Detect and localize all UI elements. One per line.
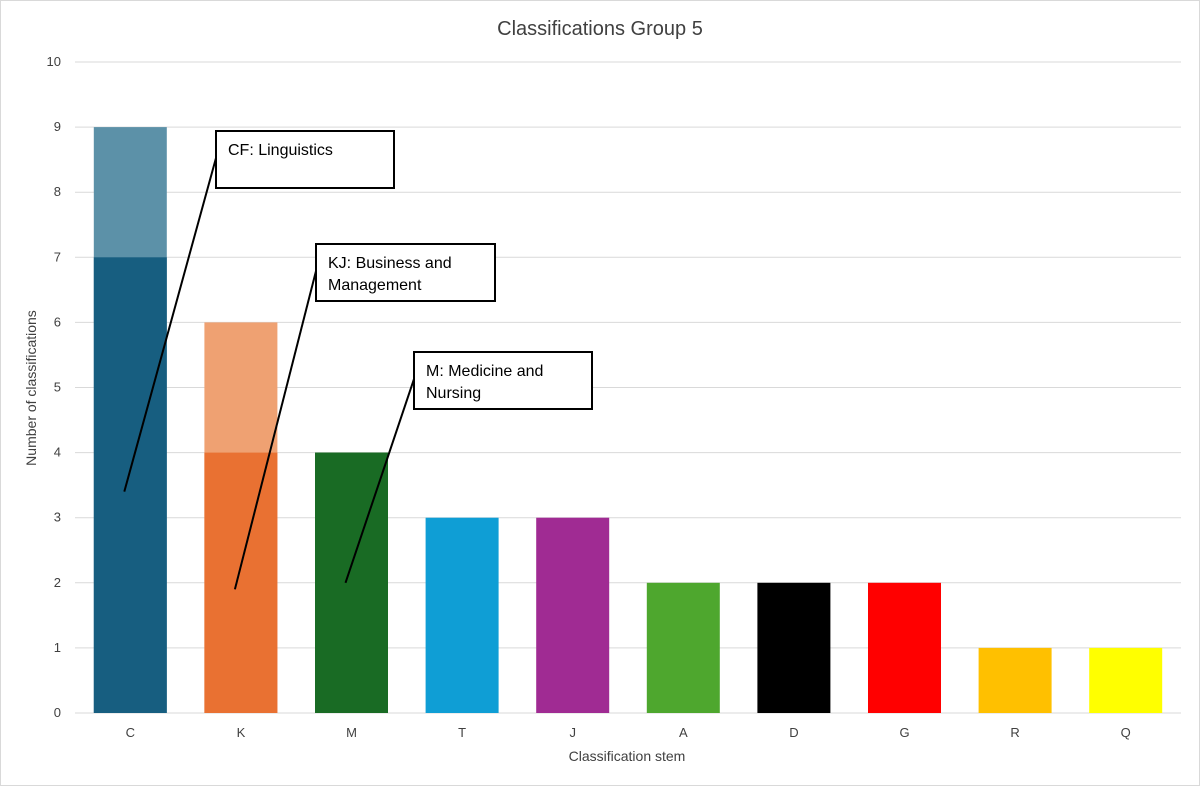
annotation-box-0 (215, 130, 395, 189)
annotation-text: Management (328, 277, 422, 294)
annotation-leader-line-0 (123, 157, 217, 492)
chart-title: Classifications Group 5 (497, 18, 703, 40)
x-tick-label: A (679, 725, 688, 740)
y-tick-label: 0 (54, 705, 61, 720)
bar-a (646, 582, 720, 713)
y-tick-label: 4 (54, 445, 61, 460)
y-tick-label: 9 (54, 119, 61, 134)
x-tick-label: R (1010, 725, 1019, 740)
bar-g (868, 582, 941, 713)
annotation-text: M: Medicine and (426, 363, 543, 380)
y-tick-labels: 0 1 2 3 4 5 6 7 8 9 10 (47, 54, 61, 720)
x-axis-label: Classification stem (569, 748, 686, 764)
bar-k-highlighted (204, 452, 278, 713)
bars (93, 127, 1163, 714)
y-tick-label: 8 (54, 184, 61, 199)
bar-q (1089, 647, 1163, 713)
bar-j (536, 517, 610, 713)
x-tick-label: T (458, 725, 466, 740)
annotation-leader-line-2 (344, 378, 415, 584)
bar-r (978, 647, 1052, 713)
x-tick-label: D (789, 725, 798, 740)
y-tick-label: 5 (54, 380, 61, 395)
x-tick-label: K (237, 725, 246, 740)
y-tick-label: 1 (54, 640, 61, 655)
x-tick-label: M (346, 725, 357, 740)
y-tick-label: 7 (54, 249, 61, 264)
bar-c-highlighted (93, 257, 167, 713)
annotation-box-1 (315, 243, 496, 302)
y-tick-label: 6 (54, 314, 61, 329)
x-tick-label: J (569, 725, 576, 740)
y-tick-label: 2 (54, 575, 61, 590)
x-tick-label: C (126, 725, 135, 740)
bar-d (757, 582, 831, 713)
y-tick-label: 10 (47, 54, 61, 69)
bar-t (425, 517, 499, 713)
annotation-box-2 (413, 351, 593, 410)
x-tick-label: Q (1121, 725, 1131, 740)
x-tick-label: G (899, 725, 909, 740)
annotation-text: KJ: Business and (328, 255, 452, 272)
y-tick-label: 3 (54, 510, 61, 525)
y-axis-label: Number of classifications (23, 310, 39, 466)
annotations: CF: Linguistics KJ: Business and Managemen… (123, 130, 593, 590)
annotation-leader-line-1 (233, 270, 317, 590)
annotation-text: CF: Linguistics (228, 142, 333, 159)
bar-m-highlighted (315, 452, 388, 713)
annotation-text: Nursing (426, 385, 481, 402)
